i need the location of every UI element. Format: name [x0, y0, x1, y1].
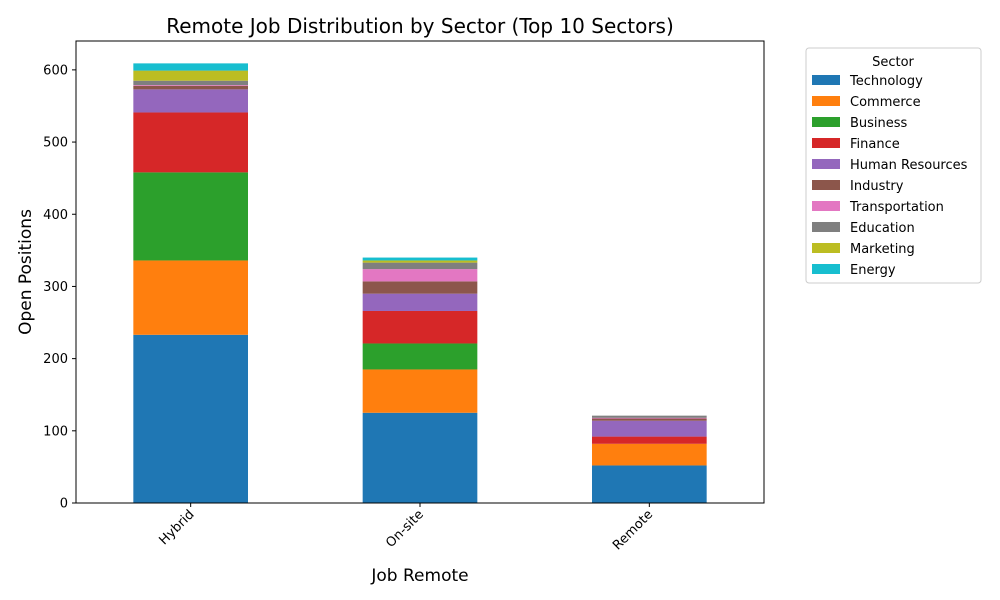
y-tick-label: 500	[43, 136, 68, 151]
legend-label: Transportation	[849, 200, 944, 215]
bar-remote-industry	[592, 418, 707, 421]
legend-swatch	[812, 159, 840, 169]
bar-on-site-business	[362, 343, 478, 370]
legend-swatch	[812, 222, 840, 232]
bar-hybrid-marketing	[133, 70, 248, 81]
legend-swatch	[812, 201, 840, 211]
bar-remote-human-resources	[592, 420, 707, 437]
bars-layer	[133, 63, 707, 503]
y-axis-title: Open Positions	[16, 209, 36, 335]
legend-label: Human Resources	[850, 158, 968, 173]
bar-on-site-finance	[362, 310, 478, 344]
bar-on-site-industry	[362, 281, 478, 294]
bar-hybrid-finance	[133, 112, 248, 173]
bar-hybrid-industry	[133, 85, 248, 90]
legend-items: Technology Commerce Business Finance Human R…	[812, 74, 968, 278]
bar-on-site-technology	[362, 412, 478, 503]
legend-label: Energy	[850, 263, 896, 278]
bar-hybrid-business	[133, 172, 248, 261]
legend-label: Technology	[849, 74, 923, 89]
legend-swatch	[812, 243, 840, 253]
y-tick-label: 100	[43, 424, 68, 439]
legend-label: Industry	[850, 179, 904, 194]
y-tick-label: 400	[43, 208, 68, 223]
x-tick-label: Remote	[610, 507, 656, 553]
bar-hybrid-transportation	[133, 85, 248, 86]
legend-label: Finance	[850, 137, 900, 152]
bar-remote-commerce	[592, 443, 707, 466]
bar-on-site-commerce	[362, 369, 478, 413]
legend-swatch	[812, 96, 840, 106]
legend-label: Business	[850, 116, 908, 131]
bar-hybrid-commerce	[133, 260, 248, 335]
x-axis-title: Job Remote	[370, 566, 468, 586]
bar-on-site-education	[362, 262, 478, 270]
legend-swatch	[812, 264, 840, 274]
legend-swatch	[812, 75, 840, 85]
bar-remote-finance	[592, 436, 707, 444]
legend-frame	[805, 47, 982, 284]
bar-hybrid-education	[133, 80, 248, 86]
y-tick-label: 600	[43, 63, 68, 78]
bar-on-site-marketing	[362, 260, 478, 263]
bar-remote-transportation	[592, 417, 707, 419]
y-tick-label: 0	[60, 497, 68, 512]
legend-title: Sector	[872, 55, 914, 70]
chart-title: Remote Job Distribution by Sector (Top 1…	[166, 14, 674, 38]
legend: Sector Technology Commerce Business Finance…	[805, 47, 982, 284]
bar-hybrid-energy	[133, 63, 248, 71]
bar-remote-technology	[592, 465, 707, 503]
bar-on-site-energy	[362, 257, 478, 261]
y-tick-label: 200	[43, 352, 68, 367]
x-tick-label: Hybrid	[157, 507, 198, 548]
legend-label: Commerce	[850, 95, 921, 110]
legend-swatch	[812, 138, 840, 148]
x-tick-label: On-site	[383, 507, 427, 551]
bar-on-site-transportation	[362, 269, 478, 282]
bar-remote-education	[592, 415, 707, 418]
bar-hybrid-technology	[133, 334, 248, 503]
bar-on-site-human-resources	[362, 293, 478, 311]
legend-swatch	[812, 117, 840, 127]
legend-label: Education	[850, 221, 915, 236]
legend-label: Marketing	[850, 242, 915, 257]
y-tick-label: 300	[43, 280, 68, 295]
legend-swatch	[812, 180, 840, 190]
bar-hybrid-human-resources	[133, 89, 248, 113]
